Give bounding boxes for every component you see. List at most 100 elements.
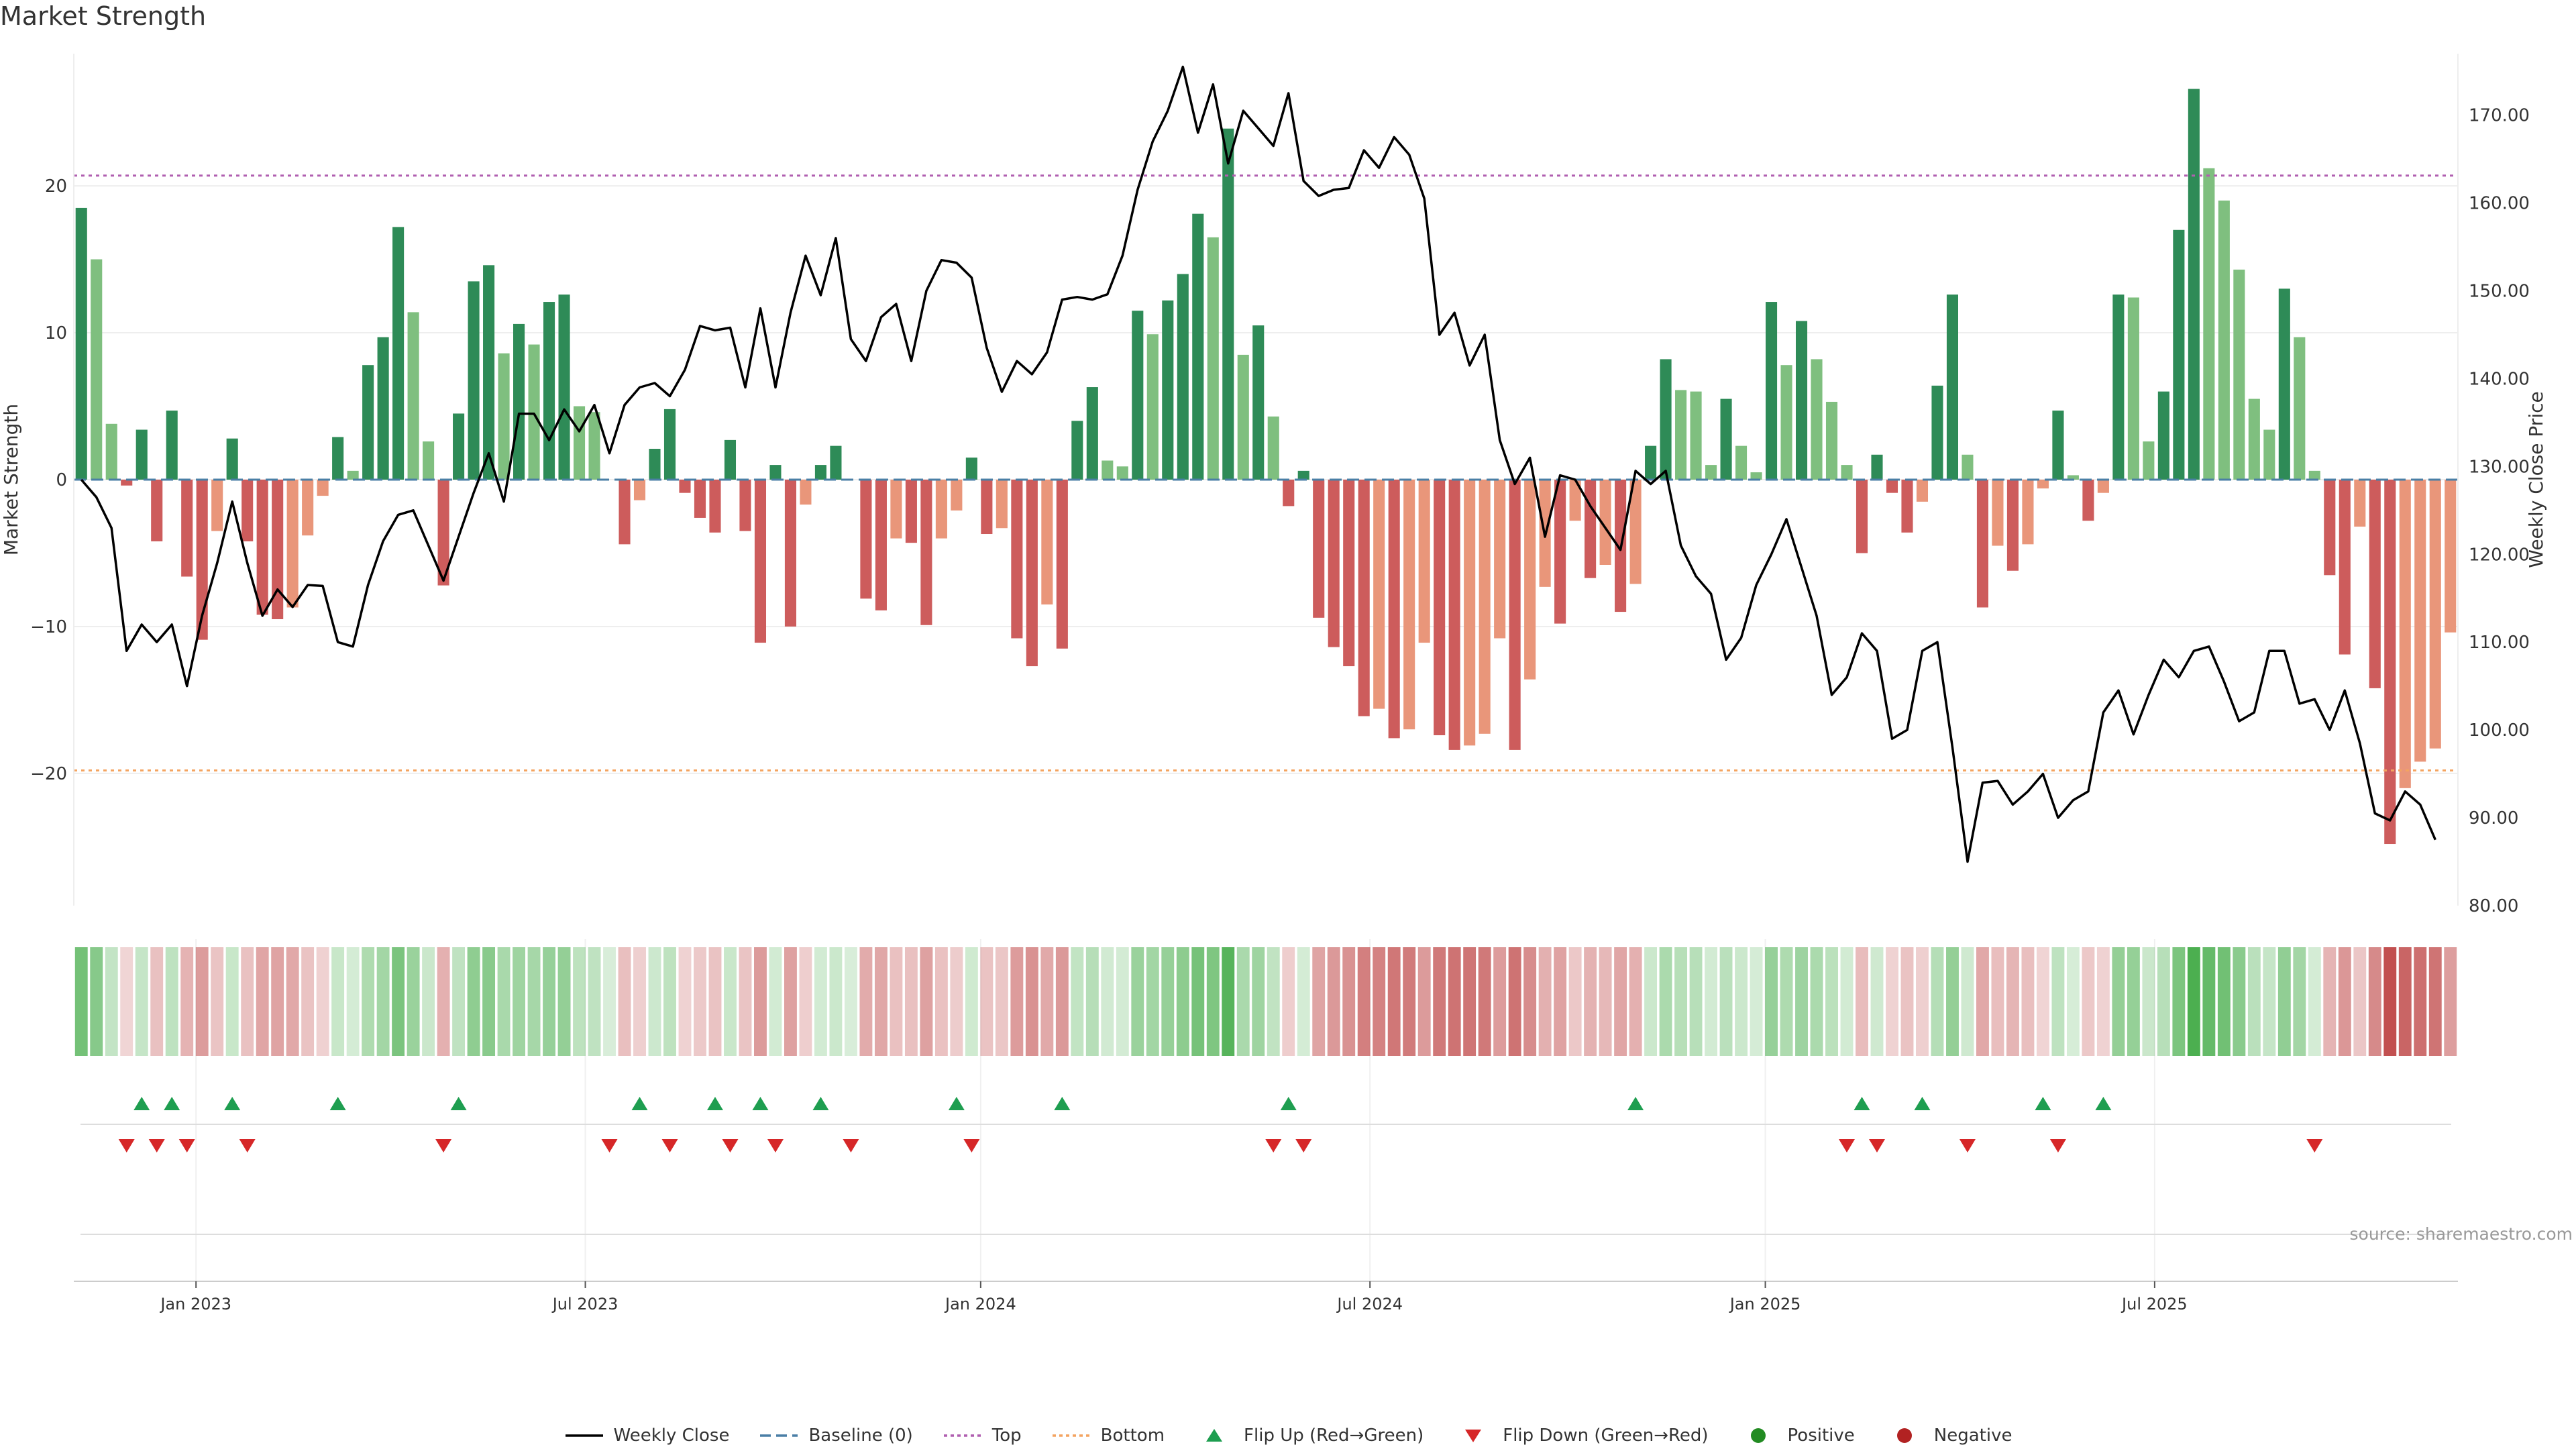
dotted-line-icon bbox=[943, 1434, 981, 1437]
heat-cell bbox=[74, 947, 88, 1056]
heat-cell bbox=[2112, 947, 2125, 1056]
heat-cell bbox=[1719, 947, 1733, 1056]
heat-cell bbox=[1568, 947, 1582, 1056]
heat-cell bbox=[739, 947, 752, 1056]
strength-bar bbox=[121, 480, 133, 486]
strength-bar bbox=[2308, 470, 2320, 480]
y2-tick-label: 160.00 bbox=[2469, 194, 2530, 214]
heat-cell bbox=[256, 947, 269, 1056]
legend: Weekly Close Baseline (0) Top Bottom Flip Up… bbox=[0, 1422, 2576, 1449]
strength-bar bbox=[1585, 480, 1597, 578]
y2-axis-label: Weekly Close Price bbox=[2525, 391, 2547, 568]
heat-cell bbox=[2277, 947, 2291, 1056]
y2-tick-label: 110.00 bbox=[2469, 633, 2530, 653]
strength-bar bbox=[1750, 472, 1762, 480]
heat-cell bbox=[1161, 947, 1175, 1056]
heat-cell bbox=[346, 947, 360, 1056]
heat-cell bbox=[1055, 947, 1069, 1056]
legend-item-flip_down: Flip Down (Green→Red) bbox=[1453, 1426, 1709, 1446]
x-tick-label: Jan 2025 bbox=[1729, 1295, 1801, 1313]
strength-bar bbox=[2429, 480, 2441, 749]
flip-down-marker bbox=[435, 1139, 452, 1152]
heat-cell bbox=[573, 947, 586, 1056]
flip-up-marker bbox=[1627, 1097, 1644, 1110]
heat-cell bbox=[1523, 947, 1537, 1056]
strength-bar bbox=[619, 480, 631, 545]
strength-bar bbox=[377, 337, 389, 480]
heat-cell bbox=[603, 947, 616, 1056]
strength-bar bbox=[1509, 480, 1521, 750]
strength-bar bbox=[347, 470, 359, 480]
heat-cell bbox=[1780, 947, 1793, 1056]
flip-up-marker bbox=[133, 1097, 150, 1110]
strength-bar bbox=[784, 480, 796, 627]
x-tick-label: Jan 2023 bbox=[159, 1295, 231, 1313]
dashed-line-icon bbox=[760, 1434, 798, 1437]
heat-cell bbox=[2428, 947, 2442, 1056]
triangle-down-icon bbox=[1465, 1430, 1482, 1442]
strength-bar bbox=[1569, 480, 1581, 521]
strength-bar bbox=[1403, 480, 1415, 730]
heat-cell bbox=[301, 947, 315, 1056]
strength-bar bbox=[2097, 480, 2109, 493]
strength-bars bbox=[75, 89, 2457, 845]
legend-item-flip_up: Flip Up (Red→Green) bbox=[1194, 1426, 1424, 1446]
heat-cell bbox=[1010, 947, 1024, 1056]
heat-cell bbox=[1327, 947, 1340, 1056]
heat-cell bbox=[1674, 947, 1688, 1056]
strength-bar bbox=[875, 480, 887, 610]
y-tick-label: 0 bbox=[56, 470, 67, 490]
strength-bar bbox=[181, 480, 193, 577]
x-tick-label: Jul 2024 bbox=[1336, 1295, 1403, 1313]
heat-cell bbox=[1478, 947, 1491, 1056]
strength-bar bbox=[573, 406, 586, 480]
heat-cell bbox=[2187, 947, 2200, 1056]
strength-bar bbox=[1162, 300, 1174, 480]
strength-bar bbox=[965, 458, 977, 480]
heat-cell bbox=[1614, 947, 1627, 1056]
strength-bar bbox=[1011, 480, 1023, 639]
heat-cell bbox=[2217, 947, 2231, 1056]
flip-down-marker bbox=[148, 1139, 165, 1152]
strength-bar bbox=[1041, 480, 1053, 605]
strength-bar bbox=[2052, 411, 2064, 480]
y2-tick-label: 170.00 bbox=[2469, 106, 2530, 126]
heat-cell bbox=[1040, 947, 1054, 1056]
strength-bar bbox=[981, 480, 993, 535]
heat-cell bbox=[90, 947, 103, 1056]
strength-bar bbox=[1373, 480, 1385, 709]
heat-cell bbox=[920, 947, 933, 1056]
strength-bar bbox=[754, 480, 767, 643]
strength-bar bbox=[423, 441, 435, 480]
strength-bar bbox=[2248, 398, 2260, 480]
flip-up-marker bbox=[1914, 1097, 1931, 1110]
source-label: source: sharemaestro.com bbox=[2350, 1224, 2573, 1244]
heat-cell bbox=[1236, 947, 1250, 1056]
heat-cell bbox=[965, 947, 978, 1056]
strength-bar bbox=[1856, 480, 1868, 553]
flip-down-marker bbox=[1839, 1139, 1856, 1152]
heat-cell bbox=[1825, 947, 1838, 1056]
heat-cell bbox=[1417, 947, 1431, 1056]
heat-cell bbox=[1206, 947, 1220, 1056]
heat-cell bbox=[1961, 947, 1974, 1056]
strength-bar bbox=[2324, 480, 2336, 576]
strength-bar bbox=[528, 344, 540, 480]
strength-bar bbox=[256, 480, 268, 615]
strength-bar bbox=[1434, 480, 1446, 735]
strength-bar bbox=[558, 294, 570, 480]
heat-cell bbox=[1508, 947, 1521, 1056]
heat-cell bbox=[1463, 947, 1477, 1056]
heat-cell bbox=[437, 947, 450, 1056]
heat-cell bbox=[678, 947, 692, 1056]
strength-bar bbox=[1946, 294, 1959, 480]
heat-cell bbox=[2006, 947, 2019, 1056]
strength-bar bbox=[830, 445, 842, 480]
strength-bar bbox=[1222, 128, 1234, 480]
heat-cell bbox=[1282, 947, 1295, 1056]
triangle-up-icon bbox=[1206, 1429, 1223, 1442]
heat-cell bbox=[663, 947, 676, 1056]
heat-cell bbox=[422, 947, 435, 1056]
strength-bar bbox=[498, 353, 510, 480]
heat-cell bbox=[2082, 947, 2095, 1056]
